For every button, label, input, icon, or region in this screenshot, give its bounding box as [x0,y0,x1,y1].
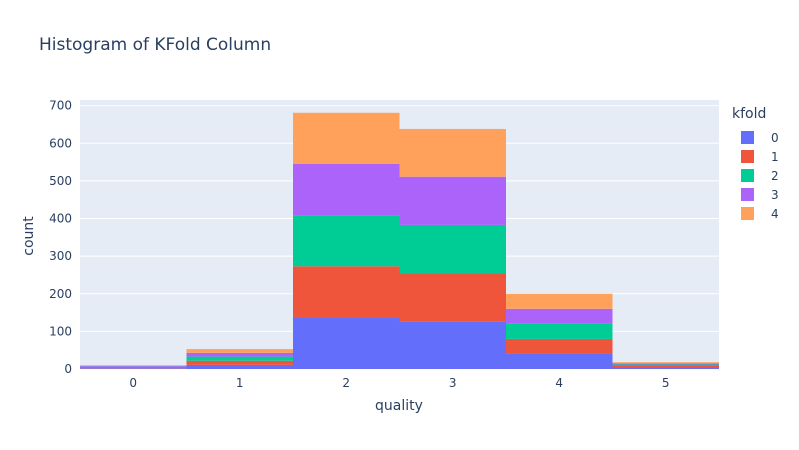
legend-title: kfold [732,106,766,122]
bar-segment-kfold-3 [399,176,506,225]
bar-segment-kfold-1 [186,360,293,365]
bar-segment-kfold-4 [80,365,187,366]
bar-segment-kfold-1 [80,367,187,369]
legend-swatch-kfold-1[interactable] [741,150,754,163]
bar-segment-kfold-3 [80,365,187,367]
x-tick-label: 4 [555,376,563,390]
bar-segment-kfold-0 [506,353,613,369]
bar-segment-kfold-3 [186,352,293,357]
legend-label-kfold-4[interactable]: 4 [771,207,779,221]
bar-segment-kfold-0 [80,368,187,369]
legend-label-kfold-3[interactable]: 3 [771,188,779,202]
x-axis-title: quality [375,398,423,414]
y-tick-label: 200 [49,287,72,301]
chart-title: Histogram of KFold Column [39,35,271,55]
bar-segment-kfold-2 [612,364,719,366]
legend: kfold 0 1 2 3 4 [732,106,779,221]
bar-segment-kfold-0 [612,367,719,369]
legend-swatch-kfold-4[interactable] [741,207,754,220]
bar-segment-kfold-2 [399,224,506,274]
legend-label-kfold-1[interactable]: 1 [771,150,779,164]
y-tick-label: 400 [49,212,72,226]
bar-segment-kfold-4 [612,362,719,364]
y-tick-label: 300 [49,249,72,263]
y-tick-label: 600 [49,136,72,150]
y-tick-label: 700 [49,99,72,113]
bar-segment-kfold-2 [506,323,613,339]
legend-label-kfold-0[interactable]: 0 [771,131,779,145]
bar-segment-kfold-0 [293,317,400,369]
bar-segment-kfold-4 [506,293,613,309]
bar-segment-kfold-1 [612,365,719,368]
y-tick-label: 500 [49,174,72,188]
bar-segment-kfold-4 [293,112,400,164]
legend-swatch-kfold-0[interactable] [741,131,754,144]
y-axis-title: count [21,216,37,256]
y-tick-label: 100 [49,324,72,338]
bar-segment-kfold-4 [186,349,293,353]
bars [80,112,719,369]
x-tick-labels: 0 1 2 3 4 5 [129,376,669,390]
y-tick-label: 0 [64,362,72,376]
x-tick-label: 1 [236,376,244,390]
bar-segment-kfold-1 [293,266,400,318]
legend-swatch-kfold-2[interactable] [741,169,754,182]
bar-segment-kfold-2 [80,366,187,368]
bar-segment-kfold-2 [293,215,400,267]
legend-swatch-kfold-3[interactable] [741,188,754,201]
legend-label-kfold-2[interactable]: 2 [771,169,779,183]
x-tick-label: 5 [662,376,670,390]
x-tick-label: 2 [342,376,350,390]
bar-segment-kfold-1 [399,273,506,322]
bar-segment-kfold-4 [399,128,506,177]
x-tick-label: 0 [129,376,137,390]
bar-segment-kfold-3 [506,308,613,324]
bar-segment-kfold-1 [506,338,613,354]
y-tick-labels: 0 100 200 300 400 500 600 700 [49,99,72,376]
x-tick-label: 3 [449,376,457,390]
bar-segment-kfold-3 [293,163,400,216]
bar-segment-kfold-0 [186,364,293,369]
bar-segment-kfold-2 [186,356,293,361]
bar-segment-kfold-0 [399,321,506,369]
bar-segment-kfold-3 [612,363,719,365]
